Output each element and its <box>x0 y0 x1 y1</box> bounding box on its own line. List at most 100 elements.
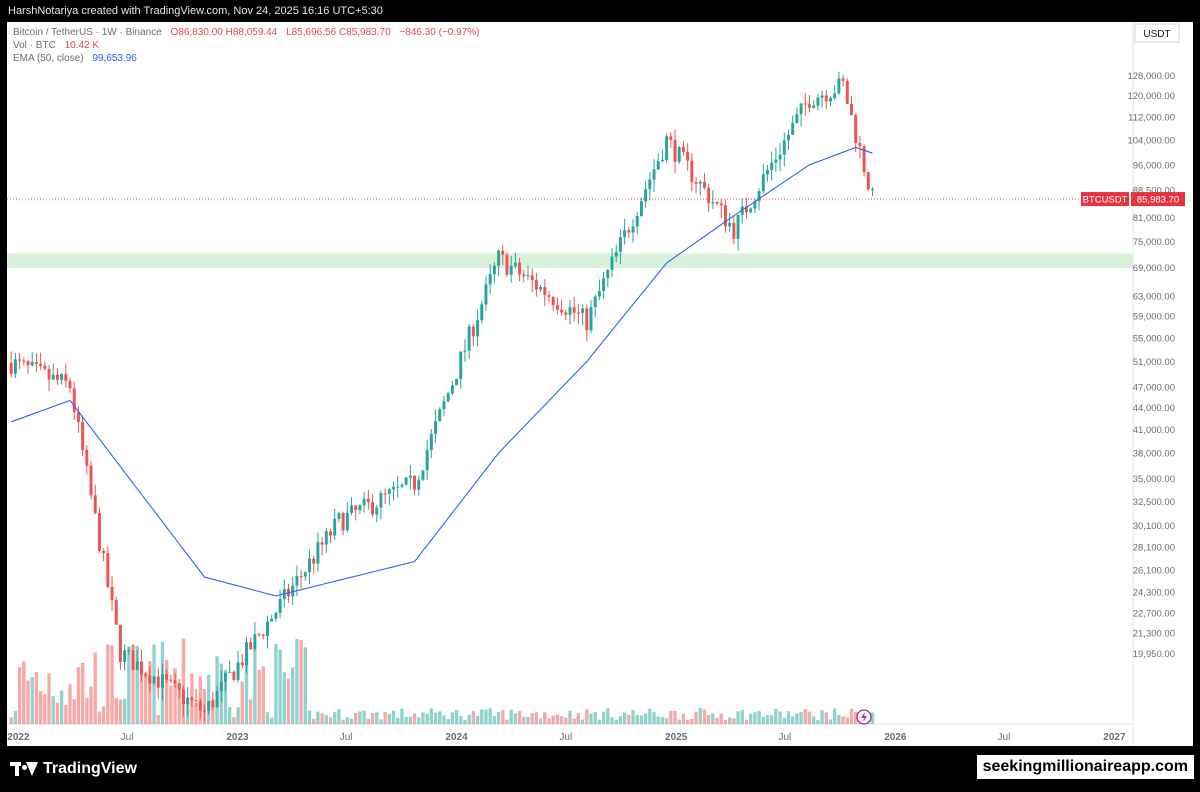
volume-bar <box>517 710 522 724</box>
candle <box>404 476 408 486</box>
volume-bar <box>30 676 34 724</box>
candle-body <box>39 363 43 366</box>
candle <box>497 248 501 277</box>
candle-body <box>652 169 656 180</box>
volume-bar <box>206 674 211 724</box>
candle-body <box>93 495 97 514</box>
candle-body <box>9 362 13 374</box>
volume-bar <box>652 712 656 724</box>
candle <box>623 218 627 245</box>
volume-bar <box>719 713 723 724</box>
candle <box>442 395 446 417</box>
candle-body <box>245 642 248 666</box>
volume-bar <box>854 711 858 724</box>
candle <box>723 199 727 233</box>
candle-body <box>660 159 664 162</box>
candle <box>341 511 345 536</box>
candle <box>93 484 97 515</box>
volume-bar <box>101 706 106 724</box>
candle <box>698 179 702 196</box>
candle <box>110 576 114 612</box>
candle-body <box>362 498 366 506</box>
tradingview-logo[interactable]: TradingView <box>10 760 137 778</box>
candle-body <box>618 237 622 252</box>
candle <box>530 268 534 292</box>
candle-body <box>749 208 753 213</box>
y-tick-label: 81,000.00 <box>1133 213 1175 224</box>
candle <box>686 143 690 171</box>
candle <box>778 143 782 172</box>
candle <box>505 251 509 278</box>
candle-body <box>165 674 169 680</box>
volume-bar <box>467 714 471 724</box>
candle-body <box>329 531 332 536</box>
candle <box>455 378 459 386</box>
volume-bar <box>236 707 240 724</box>
volume-bar <box>614 719 618 724</box>
price-chart[interactable]: 128,000.00 120,000.00 112,000.00 104,000.00… <box>7 22 1193 746</box>
candle <box>55 368 59 386</box>
y-tick-label: 35,000.00 <box>1133 474 1175 485</box>
candle <box>509 255 513 283</box>
volume-bar <box>648 708 652 724</box>
candle <box>30 352 34 367</box>
x-tick-label: Jul <box>778 732 791 743</box>
candle <box>240 654 244 669</box>
candle <box>135 650 139 671</box>
candle <box>543 279 547 307</box>
candle <box>60 373 64 385</box>
candle-body <box>799 103 803 115</box>
lightning-icon[interactable] <box>856 709 872 725</box>
candle <box>501 245 505 265</box>
candle-body <box>106 553 110 587</box>
candle-body <box>543 287 547 296</box>
volume-bar <box>38 691 43 724</box>
volume-bar <box>501 710 505 724</box>
candle <box>459 351 463 389</box>
candle <box>312 555 316 574</box>
volume-bar <box>551 715 555 724</box>
candle-body <box>181 689 185 705</box>
candle-body <box>711 202 715 204</box>
candle <box>551 296 555 312</box>
candle <box>413 475 417 496</box>
candle-body <box>782 140 786 155</box>
volume-bar <box>631 709 635 724</box>
candle <box>677 146 681 165</box>
volume-bar <box>765 715 770 724</box>
candle-body <box>68 380 72 389</box>
volume-bar <box>253 643 257 724</box>
volume-bar <box>786 711 791 724</box>
volume-bar <box>316 711 320 724</box>
legend-low: L85,696.56 <box>286 27 337 38</box>
candle-body <box>539 287 543 290</box>
candle-body <box>450 385 454 394</box>
candle <box>207 700 211 715</box>
volume-bar <box>530 713 534 724</box>
volume-bar <box>744 719 749 724</box>
candle-body <box>795 114 799 124</box>
currency-box[interactable]: USDT <box>1134 23 1180 43</box>
volume-bar <box>110 645 114 724</box>
candle-body <box>366 498 370 503</box>
candle <box>177 679 181 699</box>
candle-body <box>43 365 47 369</box>
candle-body <box>702 181 706 188</box>
volume-bar <box>324 714 328 724</box>
candle-body <box>379 493 383 508</box>
candle-body <box>778 154 782 160</box>
candle <box>421 469 425 481</box>
candle-body <box>698 181 702 184</box>
candle <box>139 649 143 682</box>
volume-bar <box>824 712 828 724</box>
candle-body <box>723 205 727 227</box>
x-tick-label: 2026 <box>884 732 907 743</box>
volume-bar <box>555 714 560 724</box>
candle <box>329 528 332 544</box>
candle-body <box>576 312 580 314</box>
candle <box>694 176 698 194</box>
price-tag-value: 85,983.70 <box>1137 195 1179 206</box>
candle-body <box>85 449 89 466</box>
chart-frame[interactable]: 128,000.00 120,000.00 112,000.00 104,000.00… <box>7 22 1193 746</box>
candle <box>614 244 618 263</box>
